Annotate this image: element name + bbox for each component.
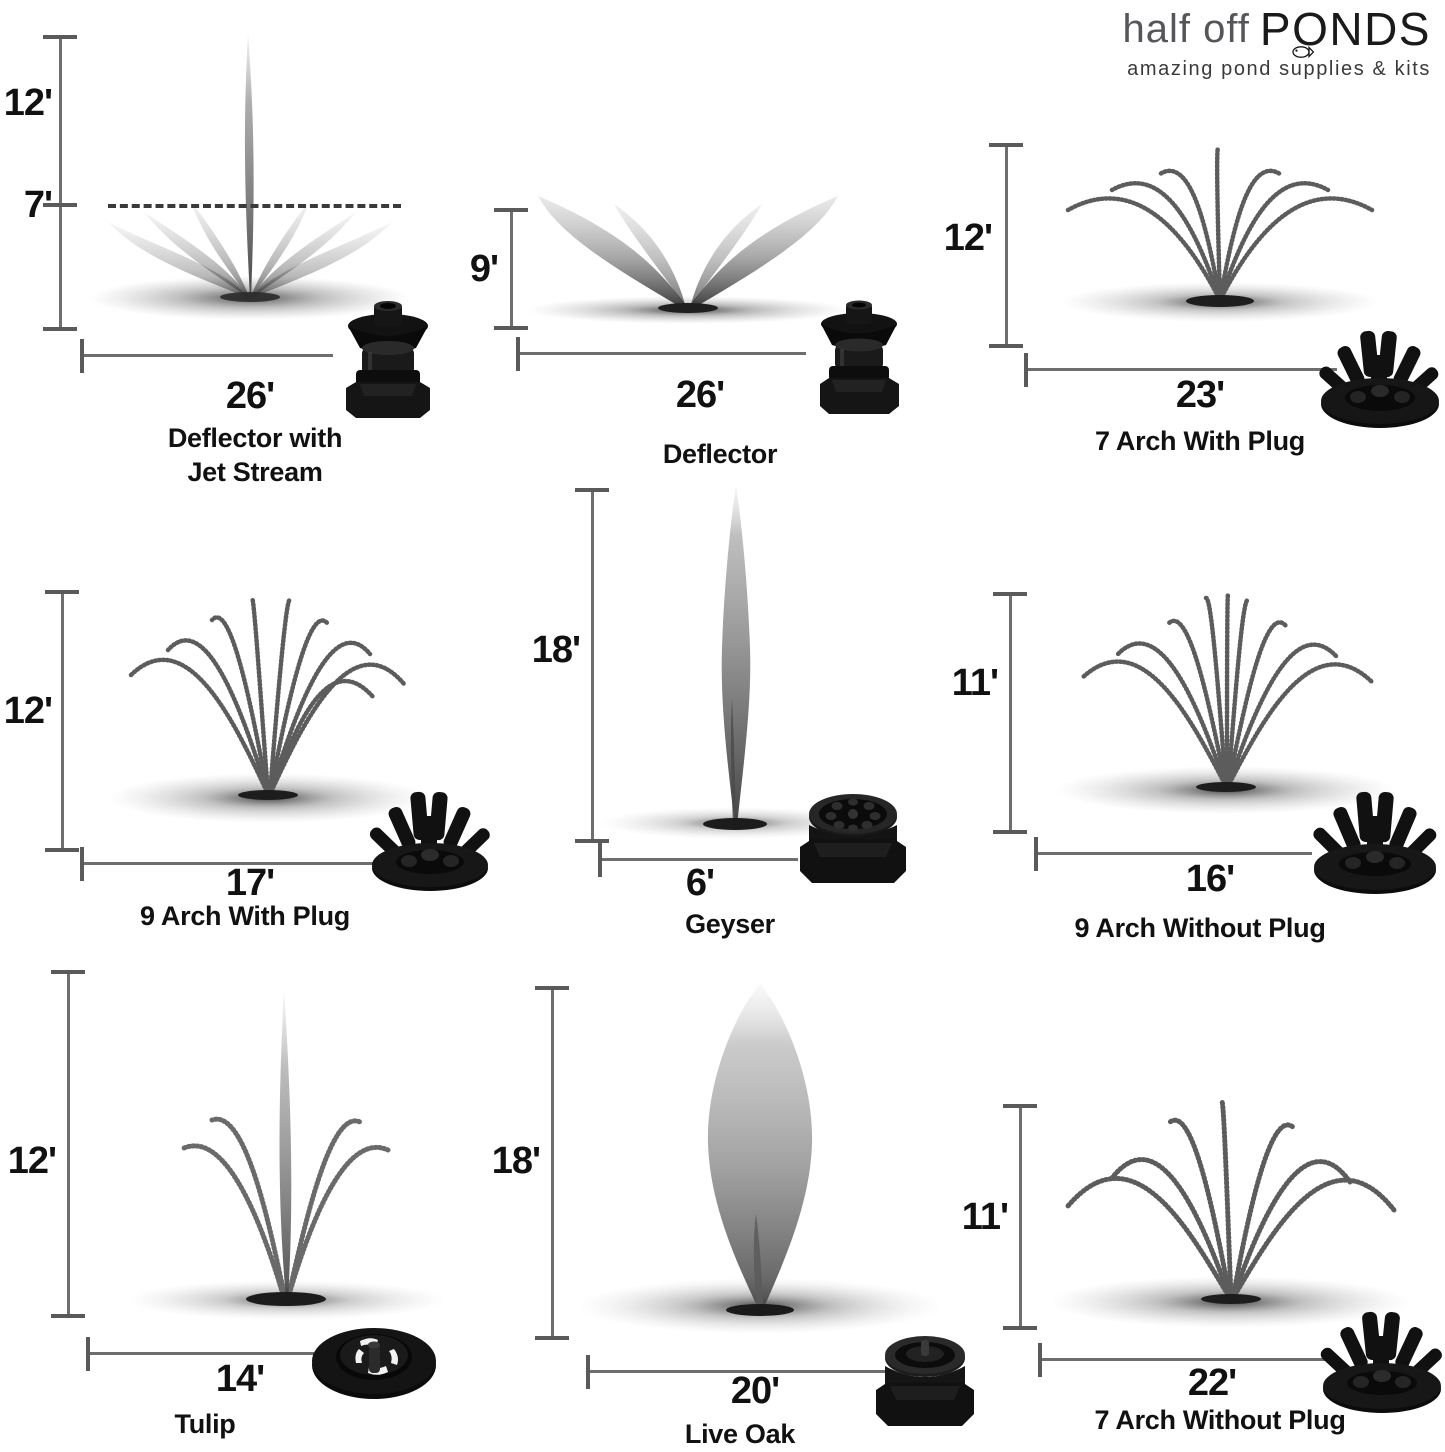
spray-pattern-tulip: [88, 960, 468, 1330]
width-ruler: [1024, 352, 1337, 387]
fish-icon: [1290, 21, 1315, 67]
width-label-14: 14': [215, 1358, 265, 1400]
width-label-23: 23': [1175, 374, 1225, 416]
logo-ponds-text: PONDS: [1259, 3, 1431, 59]
height-label-9: 9': [469, 248, 499, 290]
arch-nozzle-icon: [1320, 1310, 1445, 1418]
brand-logo: half off PONDS amazing pond supplies & k…: [1101, 6, 1431, 81]
height-label-12: 12': [3, 690, 53, 732]
pattern-title: Deflector with Jet Stream: [167, 423, 343, 487]
pattern-title: 7 Arch With Plug: [1095, 426, 1305, 456]
width-label-26: 26': [225, 375, 275, 417]
width-ruler: [516, 336, 806, 371]
tulip-nozzle-icon: [312, 1315, 437, 1415]
pattern-title: Tulip: [174, 1409, 236, 1439]
arch-nozzle-icon: [368, 790, 493, 895]
deflector-nozzle-icon: [812, 300, 907, 422]
logo-wordmark: half off PONDS: [1101, 3, 1431, 59]
width-label-6: 6': [685, 862, 715, 904]
spray-pattern-live-oak: [560, 976, 960, 1346]
logo-tagline: amazing pond supplies & kits: [1127, 58, 1431, 80]
width-label-26: 26': [675, 374, 725, 416]
spray-pattern-9-arch-without-plug: [1026, 582, 1406, 822]
width-label-22: 22': [1187, 1362, 1237, 1404]
height-label-7: 7': [23, 184, 53, 226]
width-ruler: [1038, 1342, 1338, 1377]
pattern-title: Geyser: [685, 909, 775, 939]
pattern-title: Live Oak: [684, 1419, 796, 1449]
height-label-18: 18': [531, 629, 581, 671]
logo-half-off-text: half off: [1122, 7, 1250, 51]
width-ruler: [80, 338, 333, 373]
height-label-12: 12': [7, 1140, 57, 1182]
logo-ponds-label: PONDS: [1259, 3, 1431, 55]
spray-pattern-7-arch-with-plug: [1020, 132, 1420, 332]
arch-nozzle-icon: [1318, 325, 1443, 437]
width-ruler: [1034, 836, 1312, 871]
width-label-17: 17': [225, 862, 275, 904]
height-label-11: 11': [961, 1196, 1009, 1238]
width-ruler: [598, 842, 798, 877]
spray-pattern-geyser: [600, 478, 920, 853]
width-label-20: 20': [730, 1370, 780, 1412]
width-ruler: [86, 1336, 314, 1371]
height-label-12: 12': [943, 217, 993, 259]
geyser-nozzle-icon: [796, 785, 911, 895]
liveoak-nozzle-icon: [870, 1330, 980, 1438]
height-label-12: 12': [3, 82, 53, 124]
width-ruler: [586, 1354, 886, 1389]
reference-dashed-line: [108, 204, 401, 208]
height-label-11: 11': [951, 662, 999, 704]
width-label-16: 16': [1185, 858, 1235, 900]
pattern-title: 9 Arch Without Plug: [1074, 913, 1326, 943]
width-ruler: [80, 846, 380, 881]
spray-pattern-deflector-jet: [70, 20, 430, 330]
arch-nozzle-icon: [1310, 790, 1440, 898]
pattern-title: Deflector: [662, 439, 778, 469]
spray-pattern-deflector: [518, 190, 858, 335]
pattern-title: 7 Arch Without Plug: [1094, 1405, 1346, 1435]
spray-pattern-9-arch-with-plug: [78, 580, 448, 830]
spray-pattern-7-arch-without-plug: [1034, 1094, 1434, 1334]
height-label-18: 18': [491, 1140, 541, 1182]
deflector-nozzle-icon: [338, 300, 438, 425]
pattern-title: 9 Arch With Plug: [140, 901, 350, 931]
